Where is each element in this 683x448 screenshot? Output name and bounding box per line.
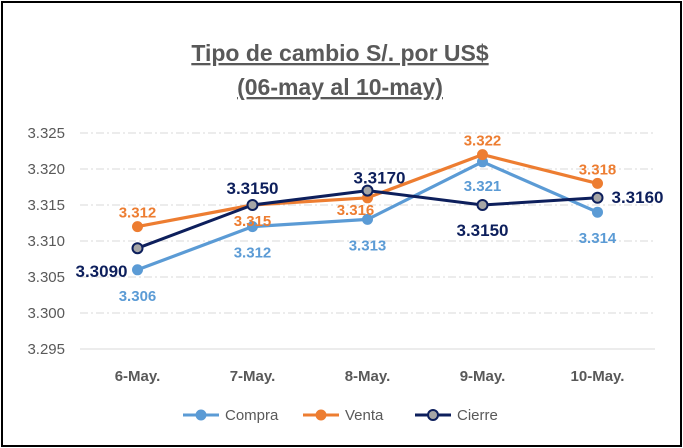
series-layer <box>131 149 604 276</box>
data-point-cierre <box>591 191 604 204</box>
data-label-compra: 3.312 <box>234 245 272 262</box>
data-label-cierre: 3.3160 <box>612 188 664 207</box>
x-tick-label: 6-May. <box>115 368 161 385</box>
line-chart: Tipo de cambio S/. por US$ (06-may al 10… <box>27 40 664 424</box>
x-axis: 6-May. 7-May. 8-May. 9-May. 10-May. <box>80 348 655 385</box>
legend-marker-compra <box>195 409 207 421</box>
legend-label-compra: Compra <box>225 407 279 424</box>
y-axis-ticks: 3.325 3.320 3.315 3.310 3.305 3.300 3.295 <box>27 125 65 358</box>
x-tick-label: 10-May. <box>571 368 625 385</box>
chart-subtitle: (06-may al 10-may) <box>237 74 443 100</box>
data-label-compra: 3.313 <box>349 237 387 254</box>
data-label-venta: 3.315 <box>234 213 272 230</box>
legend-label-venta: Venta <box>345 407 384 424</box>
data-label-venta: 3.318 <box>579 161 617 178</box>
data-label-cierre: 3.3170 <box>354 169 406 188</box>
x-tick-label: 8-May. <box>345 368 391 385</box>
data-point-cierre <box>131 242 144 255</box>
data-label-cierre: 3.3150 <box>227 179 279 198</box>
data-label-venta: 3.312 <box>119 205 157 222</box>
chart-title: Tipo de cambio S/. por US$ <box>191 40 489 66</box>
data-point-venta <box>477 149 488 161</box>
y-tick-label: 3.310 <box>27 233 65 250</box>
data-point-cierre <box>246 199 259 211</box>
x-tick-label: 7-May. <box>230 368 276 385</box>
data-point-venta <box>132 221 143 233</box>
data-label-compra: 3.321 <box>464 178 502 195</box>
data-label-cierre: 3.3090 <box>76 262 128 281</box>
legend-label-cierre: Cierre <box>457 407 498 424</box>
data-point-cierre <box>361 184 374 197</box>
y-tick-label: 3.305 <box>27 269 65 286</box>
y-tick-label: 3.325 <box>27 125 65 142</box>
data-point-compra <box>247 221 258 233</box>
legend: Compra Venta Cierre <box>183 407 498 424</box>
data-label-venta: 3.316 <box>337 202 375 219</box>
y-tick-label: 3.300 <box>27 305 65 322</box>
data-label-venta: 3.322 <box>464 133 502 150</box>
data-point-compra <box>132 264 143 276</box>
data-label-cierre: 3.3150 <box>457 221 509 240</box>
data-point-cierre <box>476 199 489 211</box>
data-labels-layer: 3.306 3.312 3.313 3.321 3.314 3.312 3.315 3.316… <box>76 133 664 305</box>
data-label-compra: 3.306 <box>119 288 157 305</box>
data-label-compra: 3.314 <box>579 230 617 247</box>
x-tick-label: 9-May. <box>460 368 506 385</box>
data-point-venta <box>592 177 603 189</box>
y-tick-label: 3.320 <box>27 161 65 178</box>
y-tick-label: 3.295 <box>27 341 65 358</box>
legend-marker-venta <box>315 409 327 421</box>
data-point-compra <box>592 206 603 218</box>
data-point-compra <box>362 213 373 225</box>
y-tick-label: 3.315 <box>27 197 65 214</box>
legend-marker-cierre <box>427 409 439 421</box>
